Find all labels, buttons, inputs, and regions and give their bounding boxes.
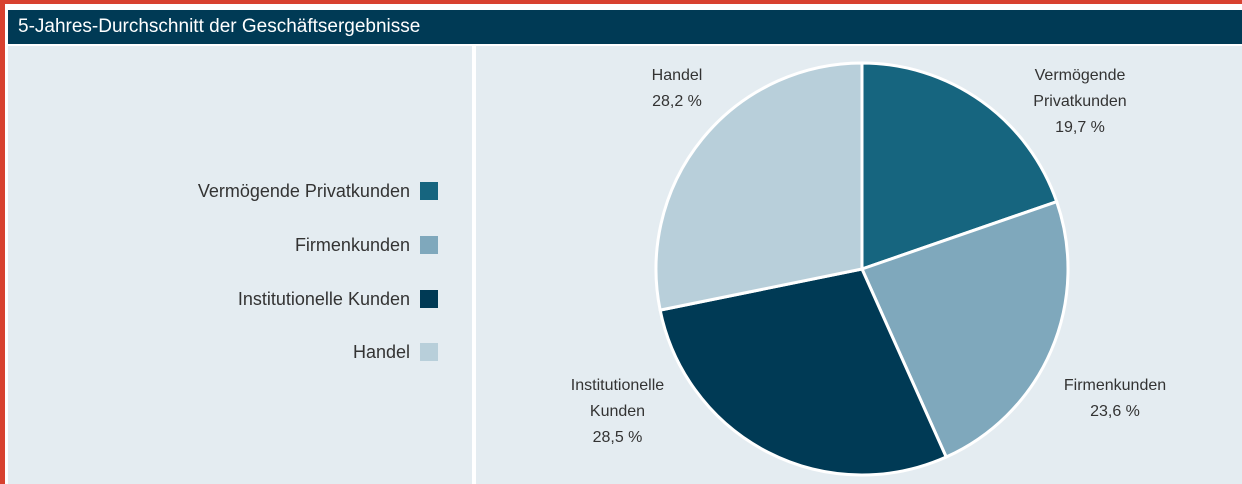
pie-slice: [658, 267, 948, 477]
legend-item: Firmenkunden: [295, 234, 438, 256]
pie-slice: [654, 61, 864, 312]
slice-value: 19,7 %: [1055, 119, 1105, 136]
accent-top: [0, 0, 1242, 4]
slice-label: Firmenkunden 23,6 %: [1045, 373, 1185, 425]
legend-label: Handel: [352, 341, 410, 362]
slice-name: Firmenkunden: [1063, 377, 1167, 394]
legend-swatch: [420, 236, 438, 254]
slice-label: Institutionelle Kunden 28,5 %: [555, 373, 680, 451]
legend-item: Vermögende Privatkunden: [198, 180, 438, 202]
slice-name: Vermögende Privatkunden: [1033, 67, 1127, 110]
legend-label: Institutionelle Kunden: [237, 288, 410, 309]
legend-label: Firmenkunden: [294, 234, 410, 255]
slice-value: 28,2 %: [652, 93, 702, 110]
legend-item: Institutionelle Kunden: [238, 288, 438, 310]
accent-left: [0, 0, 5, 484]
legend-swatch: [420, 182, 438, 200]
legend-item: Handel: [353, 341, 438, 363]
slice-label: Handel 28,2 %: [622, 63, 732, 115]
chart-title: 5-Jahres-Durchschnitt der Geschäftsergeb…: [8, 10, 1242, 44]
slice-name: Handel: [651, 67, 703, 84]
divider: [472, 46, 476, 484]
slice-name: Institutionelle Kunden: [570, 377, 665, 420]
legend-swatch: [420, 290, 438, 308]
legend-label: Vermögende Privatkunden: [197, 180, 410, 201]
slice-label: Vermögende Privatkunden 19,7 %: [1020, 63, 1140, 141]
slice-value: 23,6 %: [1090, 403, 1140, 420]
slice-value: 28,5 %: [592, 429, 643, 446]
pie-slice: [860, 200, 1070, 459]
legend-swatch: [420, 343, 438, 361]
